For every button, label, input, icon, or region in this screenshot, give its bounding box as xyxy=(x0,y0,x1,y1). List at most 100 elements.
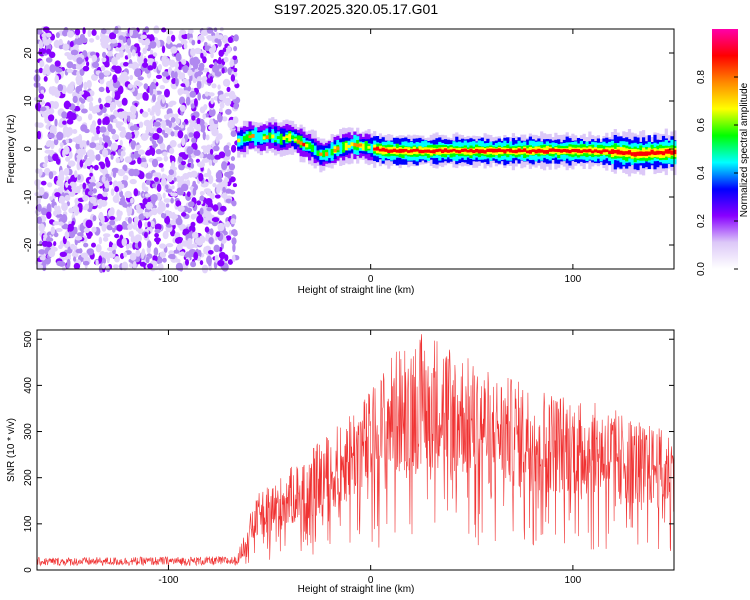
noise-blob xyxy=(195,158,200,163)
noise-blob xyxy=(118,35,124,40)
colorbar-tick-label: 0.0 xyxy=(696,262,707,276)
noise-blob xyxy=(127,114,131,123)
noise-blob xyxy=(118,200,127,206)
ridge-cell xyxy=(251,134,255,138)
noise-blob xyxy=(180,124,184,129)
noise-blob xyxy=(109,101,117,111)
noise-blob xyxy=(225,198,232,204)
noise-blob xyxy=(101,223,107,232)
noise-blob xyxy=(109,216,116,221)
noise-blob xyxy=(47,182,53,188)
noise-blob xyxy=(121,71,128,78)
noise-blob xyxy=(161,94,166,104)
noise-blob xyxy=(156,206,163,215)
noise-blob xyxy=(109,32,117,40)
ridge-cell xyxy=(559,149,564,153)
noise-blob xyxy=(59,251,67,257)
noise-blob xyxy=(41,48,47,54)
noise-blob xyxy=(103,187,110,193)
noise-blob xyxy=(161,27,167,33)
noise-blob xyxy=(229,176,236,183)
ridge-cell xyxy=(622,151,626,156)
colorbar-ticks: 0.0 0.2 0.4 0.6 0.8 xyxy=(696,70,738,276)
noise-blob xyxy=(88,196,95,202)
noise-blob xyxy=(229,94,237,100)
noise-blob xyxy=(40,89,45,95)
noise-blob xyxy=(216,186,221,194)
noise-blob xyxy=(107,123,113,132)
ridge-cell xyxy=(299,141,303,146)
noise-blob xyxy=(124,190,132,199)
noise-blob xyxy=(74,136,82,145)
noise-blob xyxy=(201,29,209,36)
noise-blob xyxy=(145,201,153,210)
noise-blob xyxy=(197,39,201,45)
ridge-cell xyxy=(308,142,312,149)
noise-blob xyxy=(105,95,113,105)
noise-blob xyxy=(161,177,167,187)
noise-blob xyxy=(151,105,159,113)
noise-blob xyxy=(151,140,157,145)
noise-blob xyxy=(93,164,99,171)
noise-blob xyxy=(131,29,139,39)
noise-blob xyxy=(181,160,186,166)
noise-blob xyxy=(151,36,155,41)
noise-blob xyxy=(217,259,225,267)
noise-blob xyxy=(214,38,219,43)
noise-blob xyxy=(75,63,83,70)
noise-blob xyxy=(36,28,43,35)
ridge-cell xyxy=(288,133,292,142)
noise-blob xyxy=(195,123,202,133)
noise-blob xyxy=(96,199,103,205)
ridge-cell xyxy=(412,149,416,152)
noise-blob xyxy=(231,237,237,246)
noise-blob xyxy=(75,185,81,194)
noise-blob xyxy=(232,183,237,188)
noise-blob xyxy=(168,120,173,128)
noise-blob xyxy=(170,34,176,42)
ridge-cell xyxy=(551,148,555,152)
noise-blob xyxy=(215,135,219,144)
ridge-cell xyxy=(259,132,263,144)
noise-blob xyxy=(101,262,106,269)
ridge-cell xyxy=(523,148,527,152)
noise-blob xyxy=(199,207,204,215)
ridge-cell xyxy=(432,149,436,154)
noise-blob xyxy=(187,28,194,34)
noise-blob xyxy=(105,173,110,179)
noise-blob xyxy=(156,183,162,192)
ridge-cell xyxy=(562,148,566,152)
noise-blob xyxy=(98,72,105,80)
noise-blob xyxy=(232,231,238,237)
noise-blob xyxy=(219,102,225,109)
noise-blob xyxy=(170,70,175,79)
noise-blob xyxy=(52,221,60,226)
noise-blob xyxy=(202,56,207,64)
y-tick-label: 500 xyxy=(23,330,34,347)
noise-blob xyxy=(137,241,142,249)
noise-blob xyxy=(88,178,97,183)
noise-blob xyxy=(129,28,134,36)
noise-blob xyxy=(153,25,160,34)
noise-blob xyxy=(215,171,223,181)
noise-blob xyxy=(168,101,174,108)
noise-blob xyxy=(196,117,201,125)
noise-blob xyxy=(55,213,63,218)
ridge-cell xyxy=(401,149,405,153)
noise-blob xyxy=(104,180,110,189)
noise-blob xyxy=(55,32,60,39)
ridge-cell xyxy=(364,142,368,151)
noise-blob xyxy=(185,233,190,240)
noise-blob xyxy=(196,76,202,82)
ridge-cell xyxy=(257,132,261,142)
noise-blob xyxy=(38,67,43,74)
noise-blob xyxy=(150,194,158,202)
noise-blob xyxy=(233,46,238,52)
noise-blob xyxy=(83,242,89,248)
noise-blob xyxy=(174,258,181,263)
ridge-cell xyxy=(661,151,666,156)
ridge-cell xyxy=(319,152,323,156)
noise-blob xyxy=(146,240,152,248)
snr-panel: -100 0 100 0 100 200 300 400 500 Height of strai… xyxy=(6,329,675,595)
